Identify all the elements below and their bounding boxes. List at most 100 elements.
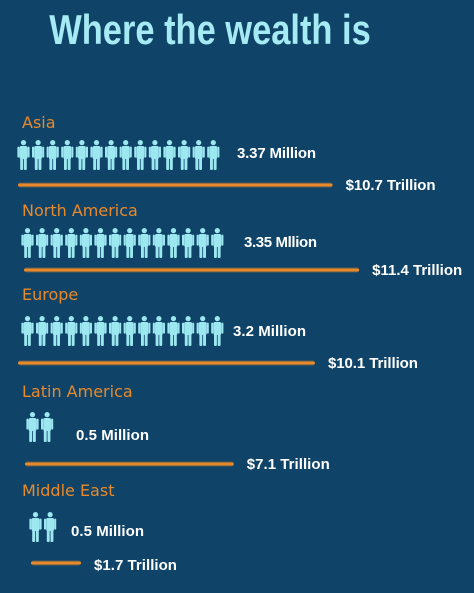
person-icon-head xyxy=(141,228,147,234)
person-icon-leg xyxy=(159,245,163,258)
person-icon-leg xyxy=(180,157,184,170)
person-icon-arm xyxy=(31,146,35,158)
person-icon-head xyxy=(47,512,53,518)
person-icon-leg xyxy=(115,245,119,258)
person-icon-head xyxy=(127,316,133,322)
person-icon-arm xyxy=(119,322,122,334)
person-icon-leg xyxy=(34,157,38,170)
person-icon-head xyxy=(64,140,70,146)
person-icon-arm xyxy=(51,418,54,430)
person-icon xyxy=(152,316,165,346)
person-icon-torso xyxy=(169,322,178,335)
person-icon-head xyxy=(108,140,114,146)
person-icon-leg xyxy=(82,157,86,170)
person-icon-torso xyxy=(52,322,61,335)
person-icon-leg xyxy=(38,333,42,346)
person-icon-head xyxy=(137,140,143,146)
person-icon-arm xyxy=(138,322,141,334)
person-icon-leg xyxy=(213,157,217,170)
person-icon-leg xyxy=(151,157,155,170)
person-icon-arm xyxy=(94,322,97,334)
person-icon-leg xyxy=(184,245,188,258)
person-icon-head xyxy=(196,140,202,146)
person-icon-arm xyxy=(109,234,112,246)
person-icon-leg xyxy=(93,157,97,170)
person-icon-arm xyxy=(192,322,195,334)
person-icon-arm xyxy=(60,234,63,246)
person-icon-torso xyxy=(169,234,178,247)
person-icon xyxy=(105,140,118,170)
person-icon-arm xyxy=(21,234,24,246)
person-icon-leg xyxy=(68,245,71,258)
person-icon-arm xyxy=(119,146,122,158)
person-icon-leg xyxy=(100,333,104,346)
person-icon-leg xyxy=(111,157,115,170)
person-icon-head xyxy=(68,316,74,322)
person-icon-arm xyxy=(31,234,34,246)
person-icon-arm xyxy=(173,146,176,158)
person-icon-head xyxy=(39,228,45,234)
person-icon-head xyxy=(152,140,158,146)
person-icon-leg xyxy=(82,333,86,346)
person-icon-torso xyxy=(48,146,57,159)
person-icon-leg xyxy=(29,429,33,442)
person-icon-arm xyxy=(202,146,205,158)
person-icon-leg xyxy=(217,245,221,258)
person-icon-leg xyxy=(214,333,217,346)
person-icon-arm xyxy=(162,322,165,334)
person-icon-leg xyxy=(86,333,90,346)
person-icon xyxy=(196,228,209,258)
person-icon-torso xyxy=(155,322,163,335)
person-icon xyxy=(50,316,63,346)
person-icon-leg xyxy=(122,157,126,170)
person-icon xyxy=(46,140,59,170)
person-icon-arm xyxy=(46,234,49,246)
person-icon-leg xyxy=(82,245,86,258)
person-icon xyxy=(192,140,205,170)
person-icon-arm xyxy=(50,322,53,334)
person-icon-leg xyxy=(42,333,46,346)
person-icon-leg xyxy=(107,157,111,170)
person-icon-arm xyxy=(56,146,59,158)
person-icon-arm xyxy=(182,322,185,334)
person-icon-arm xyxy=(75,146,78,158)
person-icon-arm xyxy=(65,234,68,246)
person-icon-torso xyxy=(140,234,149,247)
person-icon-head xyxy=(54,228,60,234)
person-icon-leg xyxy=(38,157,42,170)
person-icon-leg xyxy=(130,245,133,258)
person-icon-leg xyxy=(140,157,144,170)
person-icon-arm xyxy=(21,322,24,334)
person-icon xyxy=(65,316,78,346)
person-icon-leg xyxy=(144,333,148,346)
person-icon-arm xyxy=(100,146,103,158)
person-icon-arm xyxy=(109,322,112,334)
person-icon-arm xyxy=(192,146,195,158)
person-icon-arm xyxy=(39,518,42,530)
person-icon-leg xyxy=(64,157,67,170)
person-icon-leg xyxy=(184,333,188,346)
person-icon-torso xyxy=(96,234,105,247)
person-icon xyxy=(196,316,209,346)
person-icon-leg xyxy=(141,333,144,346)
person-icon xyxy=(50,228,63,258)
person-icon-arm xyxy=(42,146,45,158)
person-icon-leg xyxy=(46,529,50,542)
person-icon-arm xyxy=(221,322,224,334)
person-icon-arm xyxy=(89,234,92,246)
wealth-value-label: $10.7 Trillion xyxy=(346,177,436,194)
person-icon-torso xyxy=(34,146,42,159)
people-count-label: 0.5 Million xyxy=(71,523,144,540)
person-icon-torso xyxy=(198,322,207,335)
person-icon-arm xyxy=(123,234,126,246)
person-icon-torso xyxy=(184,322,192,335)
person-icon-leg xyxy=(27,333,31,346)
person-icon-arm xyxy=(115,146,118,158)
person-icon-head xyxy=(123,140,129,146)
person-icon-leg xyxy=(188,245,192,258)
person-icon-arm xyxy=(206,234,209,246)
person-icon-arm xyxy=(36,322,39,334)
person-icon xyxy=(79,316,92,346)
person-icon-leg xyxy=(96,157,100,170)
person-icon-arm xyxy=(17,146,20,158)
